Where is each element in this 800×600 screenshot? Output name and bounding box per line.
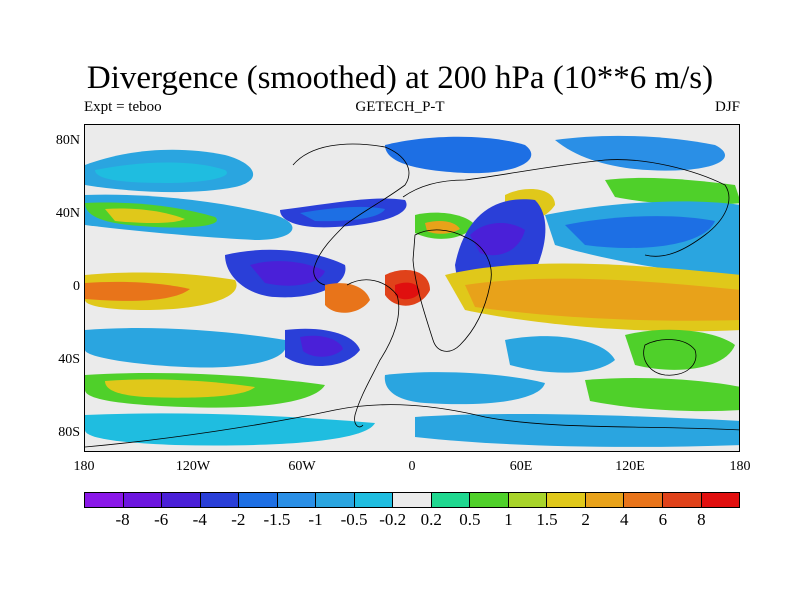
colorbar-box (547, 493, 586, 507)
field-patch (85, 281, 190, 301)
season-label: DJF (714, 99, 740, 115)
colorbar-label: -2 (231, 510, 246, 529)
colorbar-box (239, 493, 278, 507)
colorbar-box (701, 493, 740, 507)
coastline-africa (412, 229, 492, 352)
lat-tick: 40N (55, 206, 80, 221)
colorbar-box (624, 493, 663, 507)
field-patch (470, 223, 525, 256)
lon-tick: 180 (73, 459, 95, 474)
divergence-map (84, 124, 740, 452)
lon-tick: 120E (615, 459, 645, 474)
colorbar-box (354, 493, 394, 507)
plot-title: Divergence (smoothed) at 200 hPa (10**6 … (86, 60, 714, 96)
source-label: GETECH_P-T (355, 99, 445, 115)
colorbar (84, 492, 740, 508)
colorbar-label: -1 (308, 510, 323, 529)
colorbar-box (508, 493, 548, 507)
colorbar-box (662, 493, 702, 507)
colorbar-box (200, 493, 240, 507)
lat-tick: 80S (58, 425, 80, 440)
colorbar-box (162, 493, 201, 507)
field-patch (425, 221, 460, 234)
field-patch (585, 377, 739, 412)
coastline-antarctica (85, 404, 739, 448)
lon-tick: 0 (408, 459, 416, 474)
colorbar-label: 0.2 (420, 510, 442, 529)
coastline-australia (643, 339, 697, 376)
colorbar-label: 4 (619, 510, 629, 529)
colorbar-box (431, 493, 471, 507)
lon-tick: 60W (288, 459, 316, 474)
divergence-field (85, 135, 739, 447)
field-patch (385, 136, 532, 174)
coastline-eurasia (402, 159, 730, 257)
lat-tick: 80N (55, 133, 80, 148)
lon-tick: 120W (175, 459, 211, 474)
colorbar-label: 6 (658, 510, 668, 529)
field-patch (105, 208, 185, 224)
field-patch (415, 414, 739, 447)
field-patch (105, 379, 255, 398)
colorbar-label: -0.5 (340, 510, 368, 529)
field-patch (95, 162, 227, 183)
colorbar-label: -0.2 (379, 510, 407, 529)
map-canvas (85, 125, 739, 451)
coastlines (85, 143, 739, 448)
lon-tick: 60E (509, 459, 533, 474)
colorbar-box (470, 493, 509, 507)
colorbar-label: -1.5 (263, 510, 291, 529)
field-patch (605, 177, 739, 205)
field-patch (384, 372, 545, 405)
lat-tick: 0 (73, 279, 80, 294)
colorbar-box (123, 493, 163, 507)
colorbar-label: -4 (192, 510, 207, 529)
colorbar-label: -8 (115, 510, 130, 529)
field-patch (395, 282, 420, 300)
colorbar-box (585, 493, 625, 507)
field-patch (250, 261, 325, 286)
lon-tick: 180 (729, 459, 751, 474)
field-patch (85, 413, 375, 446)
field-patch (555, 135, 725, 171)
field-patch (465, 278, 739, 321)
colorbar-label: 1.5 (536, 510, 558, 529)
field-patch (300, 335, 343, 357)
field-patch (565, 216, 715, 248)
colorbar-box (316, 493, 355, 507)
field-patch (505, 336, 615, 373)
colorbar-box (393, 493, 432, 507)
colorbar-label: 0.5 (459, 510, 481, 529)
colorbar-box (277, 493, 317, 507)
colorbar-label: 8 (697, 510, 706, 529)
lat-tick: 40S (58, 352, 80, 367)
experiment-label: Expt = teboo (84, 99, 162, 115)
colorbar-label: 2 (581, 510, 590, 529)
coastline-south-america (346, 279, 400, 428)
coastline-north-america (292, 143, 410, 286)
field-patch (300, 206, 385, 222)
colorbar-box (85, 493, 124, 507)
field-patch (325, 283, 370, 313)
colorbar-label: -6 (154, 510, 169, 529)
colorbar-label: 1 (504, 510, 513, 529)
field-patch (625, 329, 735, 370)
field-patch (85, 328, 287, 368)
